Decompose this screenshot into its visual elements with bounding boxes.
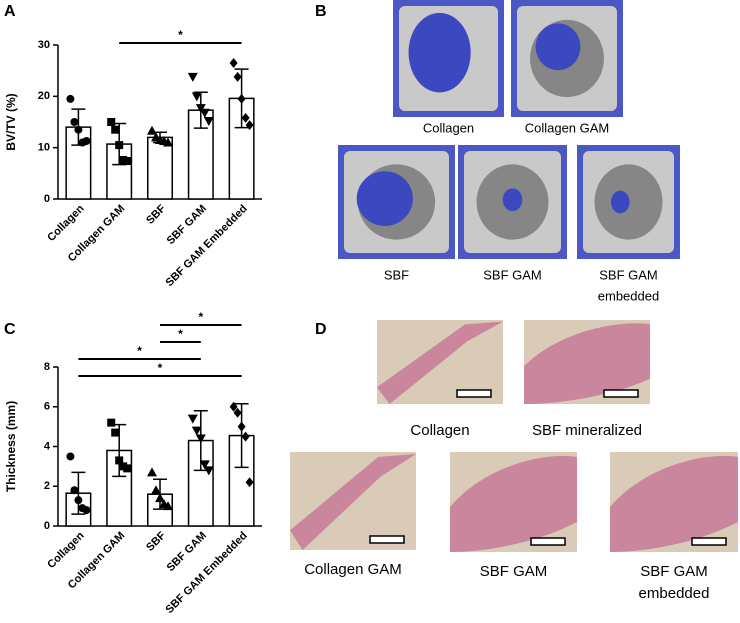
x-tick-label: SBF GAM Embedded [163, 530, 249, 616]
data-point [195, 104, 206, 114]
data-point [229, 57, 238, 68]
image-caption: SBF mineralized [532, 422, 642, 439]
y-tick-label: 6 [44, 401, 50, 413]
data-point [111, 125, 120, 134]
x-tick-label: SBF [144, 529, 168, 553]
data-point [66, 94, 75, 103]
data-point [163, 501, 173, 511]
data-point [151, 485, 161, 495]
tissue [524, 323, 650, 404]
data-point [199, 460, 210, 470]
data-point [187, 414, 198, 424]
image-caption: Collagen GAM [304, 561, 402, 578]
data-point [191, 92, 202, 102]
data-point [155, 493, 165, 503]
x-tick-label: Collagen [45, 529, 87, 571]
data-point [123, 157, 132, 166]
data-point [187, 72, 198, 82]
data-point [245, 120, 254, 131]
image-caption: embedded [639, 585, 710, 602]
data-point [245, 477, 254, 488]
defect [535, 23, 581, 71]
significance-label: * [158, 361, 163, 375]
data-point [70, 486, 79, 495]
data-point [203, 116, 214, 126]
significance-label: * [137, 344, 142, 358]
image-caption: Collagen [423, 120, 474, 135]
x-tick-label: Collagen [45, 202, 87, 244]
tissue [610, 455, 738, 552]
panel-letter: A [4, 3, 16, 20]
y-tick-label: 8 [44, 361, 50, 373]
scale-bar [691, 537, 727, 546]
significance-label: * [178, 327, 183, 341]
y-tick-label: 20 [38, 90, 50, 102]
bar [147, 136, 173, 200]
image-caption: Collagen [410, 422, 469, 439]
tissue [377, 321, 503, 404]
tissue [290, 453, 416, 550]
data-point [191, 426, 202, 436]
data-point [233, 71, 242, 82]
image-caption: SBF [384, 267, 409, 282]
data-point [163, 137, 173, 147]
scale-bar [530, 537, 566, 546]
data-point [241, 431, 250, 442]
data-point [82, 136, 91, 145]
y-axis-label: BV/TV (%) [4, 93, 18, 150]
data-point [111, 428, 120, 437]
y-tick-label: 2 [44, 480, 50, 492]
data-point [70, 118, 79, 126]
data-point [115, 141, 124, 150]
defect [502, 188, 523, 212]
data-point [237, 421, 246, 432]
scale-bar [369, 535, 405, 544]
image-caption: embedded [598, 288, 659, 303]
defect [408, 12, 471, 93]
error-bar [71, 471, 86, 515]
significance-label: * [178, 28, 183, 42]
scale-bar [456, 389, 492, 398]
data-point [147, 467, 157, 477]
data-point [66, 452, 75, 461]
image-caption: SBF GAM [640, 563, 708, 580]
panel-letter: B [315, 3, 327, 20]
y-tick-label: 10 [38, 142, 50, 154]
data-point [123, 464, 132, 473]
defect [610, 190, 630, 214]
data-point [233, 407, 242, 418]
y-tick-label: 30 [38, 39, 50, 51]
data-point [82, 506, 91, 515]
data-point [203, 466, 214, 476]
data-point [74, 496, 83, 505]
data-point [107, 118, 116, 126]
scale-bar [603, 389, 639, 398]
data-point [74, 125, 83, 134]
data-point [195, 434, 206, 444]
x-tick-label: SBF [144, 202, 168, 226]
y-axis-label: Thickness (mm) [4, 401, 18, 492]
y-tick-label: 4 [44, 440, 51, 452]
data-point [107, 418, 116, 427]
image-caption: SBF GAM [483, 267, 542, 282]
y-tick-label: 0 [44, 193, 50, 205]
data-point [147, 125, 157, 135]
tissue [450, 455, 577, 552]
defect [356, 171, 413, 226]
x-tick-label: SBF GAM Embedded [163, 203, 249, 289]
image-caption: SBF GAM [599, 267, 658, 282]
error-bar [234, 403, 249, 469]
image-caption: SBF GAM [480, 563, 548, 580]
panel-letter: C [4, 321, 16, 338]
significance-label: * [198, 310, 203, 324]
image-caption: Collagen GAM [525, 120, 610, 135]
data-point [241, 112, 250, 123]
data-point [237, 93, 246, 104]
data-point [199, 108, 210, 118]
y-tick-label: 0 [44, 520, 50, 532]
data-point [229, 401, 238, 412]
panel-letter: D [315, 321, 327, 338]
